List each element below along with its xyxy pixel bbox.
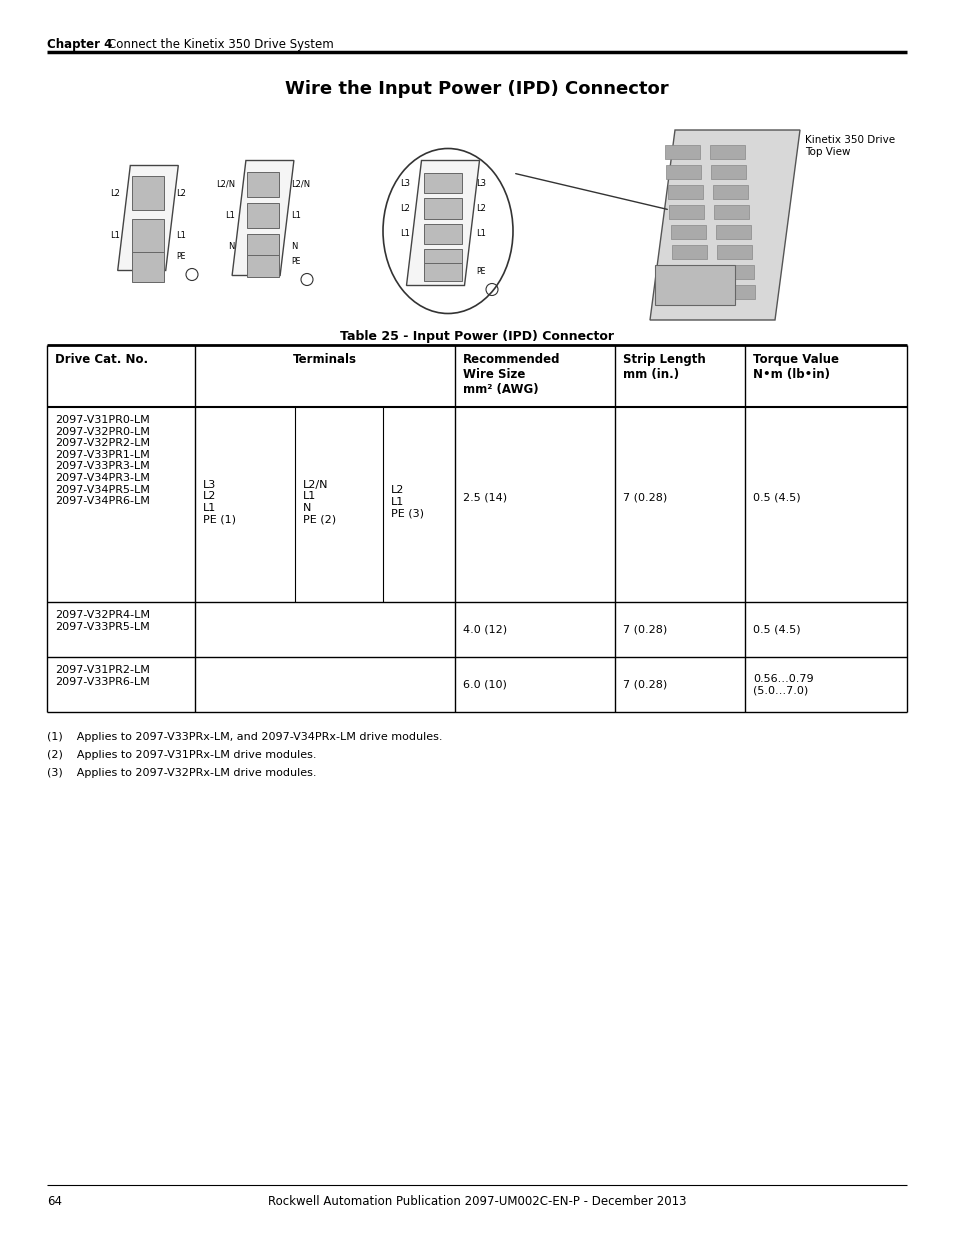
Text: 6.0 (10): 6.0 (10) [462,679,506,689]
Bar [675,285,710,299]
Text: Connect the Kinetix 350 Drive System: Connect the Kinetix 350 Drive System [108,38,334,51]
Text: 2.5 (14): 2.5 (14) [462,492,507,501]
Polygon shape [424,173,461,194]
Text: 0.5 (4.5): 0.5 (4.5) [752,625,800,635]
Bar [672,245,707,259]
Text: 2097-V31PR0-LM
2097-V32PR0-LM
2097-V32PR2-LM
2097-V33PR1-LM
2097-V33PR3-LM
2097-: 2097-V31PR0-LM 2097-V32PR0-LM 2097-V32PR… [55,415,150,506]
Bar [720,285,755,299]
Bar [717,245,752,259]
Text: PE: PE [291,257,300,266]
Text: L1: L1 [225,211,234,220]
Text: 4.0 (12): 4.0 (12) [462,625,507,635]
Polygon shape [232,161,294,275]
Text: 7 (0.28): 7 (0.28) [622,679,666,689]
Bar [655,266,734,305]
Text: Table 25 - Input Power (IPD) Connector: Table 25 - Input Power (IPD) Connector [339,330,614,343]
Bar [714,205,749,219]
Bar [716,225,750,240]
Polygon shape [117,165,178,270]
Bar [711,165,745,179]
Text: L3: L3 [399,179,410,188]
Text: (2)    Applies to 2097-V31PRx-LM drive modules.: (2) Applies to 2097-V31PRx-LM drive modu… [47,750,316,760]
Bar [673,266,708,279]
Text: L1: L1 [175,231,186,241]
Polygon shape [424,263,461,282]
Text: L2: L2 [476,204,485,214]
Polygon shape [424,249,461,269]
Polygon shape [132,252,163,283]
Polygon shape [247,172,278,196]
Text: L1: L1 [110,231,120,241]
Bar [664,144,700,159]
Text: L3
L2
L1
PE (1): L3 L2 L1 PE (1) [203,479,235,525]
Text: L2
L1
PE (3): L2 L1 PE (3) [391,485,423,519]
Text: Drive Cat. No.: Drive Cat. No. [55,353,148,366]
Text: Recommended
Wire Size
mm² (AWG): Recommended Wire Size mm² (AWG) [462,353,560,396]
Text: 2097-V32PR4-LM
2097-V33PR5-LM: 2097-V32PR4-LM 2097-V33PR5-LM [55,610,150,631]
Text: (1)    Applies to 2097-V33PRx-LM, and 2097-V34PRx-LM drive modules.: (1) Applies to 2097-V33PRx-LM, and 2097-… [47,732,442,742]
Text: 0.56…0.79
(5.0…7.0): 0.56…0.79 (5.0…7.0) [752,674,813,695]
Bar [666,165,700,179]
Text: L1: L1 [399,230,410,238]
Polygon shape [247,235,278,259]
Polygon shape [649,130,800,320]
Text: L2: L2 [399,204,410,214]
Bar [709,144,744,159]
Bar [667,185,702,199]
Bar [670,225,705,240]
Text: Rockwell Automation Publication 2097-UM002C-EN-P - December 2013: Rockwell Automation Publication 2097-UM0… [268,1195,685,1208]
Text: PE: PE [476,267,485,275]
Text: PE: PE [175,252,185,261]
Text: (3)    Applies to 2097-V32PRx-LM drive modules.: (3) Applies to 2097-V32PRx-LM drive modu… [47,768,316,778]
Text: 0.5 (4.5): 0.5 (4.5) [752,492,800,501]
Text: Terminals: Terminals [293,353,356,366]
Polygon shape [424,199,461,219]
Polygon shape [247,203,278,228]
Polygon shape [247,254,278,277]
Text: N: N [229,242,234,251]
Text: N: N [291,242,297,251]
Polygon shape [132,219,163,253]
Bar [669,205,703,219]
Text: Wire the Input Power (IPD) Connector: Wire the Input Power (IPD) Connector [285,80,668,98]
Text: L1: L1 [291,211,300,220]
Text: L1: L1 [476,230,485,238]
Text: L3: L3 [476,179,485,188]
Text: 7 (0.28): 7 (0.28) [622,625,666,635]
Text: L2: L2 [110,189,120,198]
Text: 2097-V31PR2-LM
2097-V33PR6-LM: 2097-V31PR2-LM 2097-V33PR6-LM [55,664,150,687]
Text: L2/N: L2/N [291,180,310,189]
Text: 7 (0.28): 7 (0.28) [622,492,666,501]
Text: 64: 64 [47,1195,62,1208]
Text: L2/N: L2/N [215,180,234,189]
Text: L2: L2 [175,189,186,198]
Polygon shape [406,161,479,285]
Text: Torque Value
N•m (lb•in): Torque Value N•m (lb•in) [752,353,838,382]
Bar [719,266,753,279]
Text: Kinetix 350 Drive
Top View: Kinetix 350 Drive Top View [804,135,894,157]
Text: Strip Length
mm (in.): Strip Length mm (in.) [622,353,705,382]
Text: L2/N
L1
N
PE (2): L2/N L1 N PE (2) [303,479,335,525]
Polygon shape [424,224,461,245]
Polygon shape [132,177,163,210]
Text: Chapter 4: Chapter 4 [47,38,112,51]
Bar [712,185,747,199]
